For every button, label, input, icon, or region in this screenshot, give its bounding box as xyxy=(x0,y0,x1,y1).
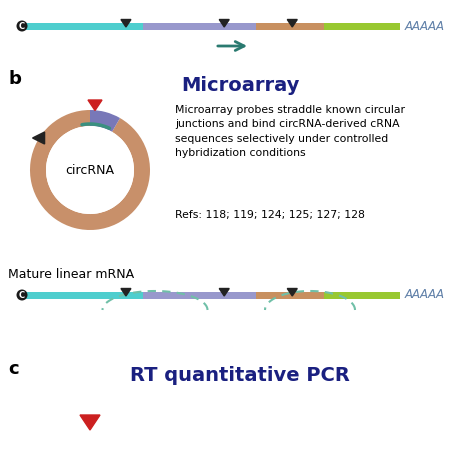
Text: Refs: 118; 119; 124; 125; 127; 128: Refs: 118; 119; 124; 125; 127; 128 xyxy=(175,210,365,220)
Polygon shape xyxy=(33,132,45,144)
Polygon shape xyxy=(80,415,100,430)
Wedge shape xyxy=(90,110,120,132)
Text: C: C xyxy=(19,21,25,30)
Wedge shape xyxy=(30,110,150,230)
Bar xyxy=(324,22,400,29)
Bar xyxy=(324,292,400,299)
Text: b: b xyxy=(8,70,21,88)
Polygon shape xyxy=(287,19,297,27)
Circle shape xyxy=(46,126,134,214)
Bar xyxy=(143,292,256,299)
Text: c: c xyxy=(8,360,18,378)
Bar xyxy=(256,292,324,299)
Bar xyxy=(22,22,143,29)
Bar xyxy=(22,292,143,299)
Text: circRNA: circRNA xyxy=(65,164,115,176)
Text: AAAAA: AAAAA xyxy=(405,19,445,33)
Text: Microarray probes straddle known circular
junctions and bind circRNA-derived cRN: Microarray probes straddle known circula… xyxy=(175,105,405,158)
Polygon shape xyxy=(219,289,229,296)
Text: Microarray: Microarray xyxy=(181,76,299,95)
Circle shape xyxy=(17,290,27,301)
Polygon shape xyxy=(121,19,131,27)
Bar xyxy=(143,22,256,29)
Text: Mature linear mRNA: Mature linear mRNA xyxy=(8,268,134,281)
Text: C: C xyxy=(19,291,25,300)
Text: AAAAA: AAAAA xyxy=(405,289,445,301)
Text: RT quantitative PCR: RT quantitative PCR xyxy=(130,366,350,385)
Bar xyxy=(256,22,324,29)
Polygon shape xyxy=(219,19,229,27)
Polygon shape xyxy=(287,289,297,296)
Circle shape xyxy=(17,20,27,31)
Polygon shape xyxy=(121,289,131,296)
Polygon shape xyxy=(88,100,102,110)
